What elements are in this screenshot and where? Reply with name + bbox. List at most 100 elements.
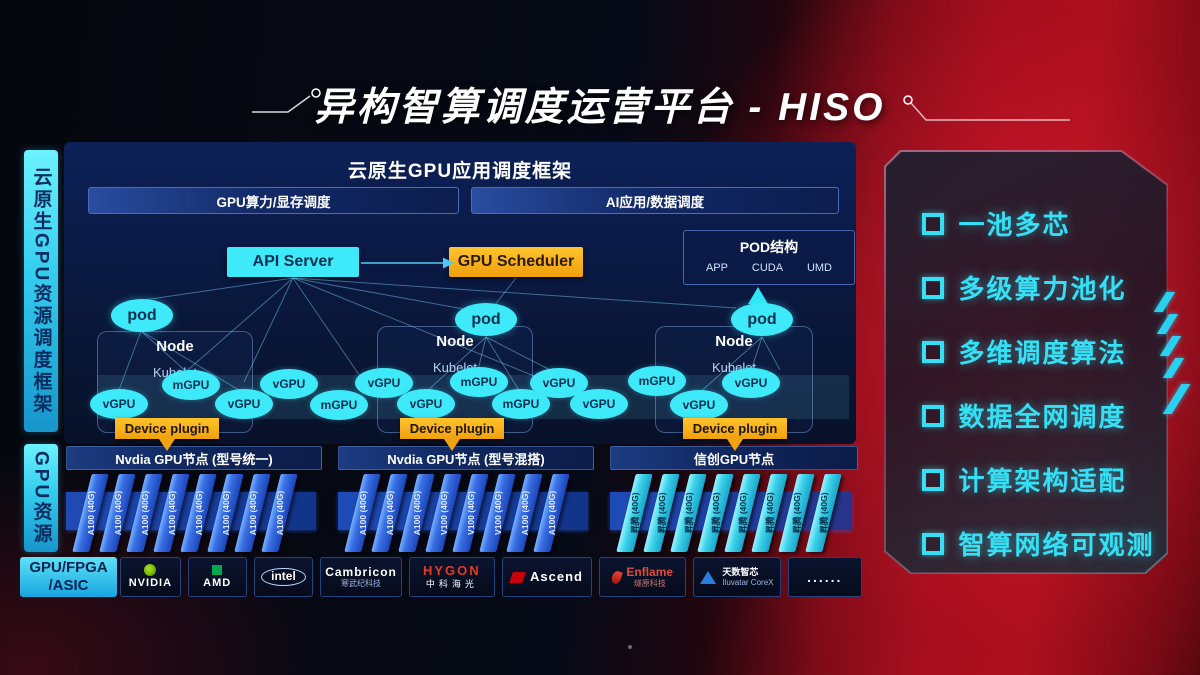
gpu-card-label: A100 (40G) <box>274 490 285 536</box>
intel-logo-icon: intel <box>261 568 306 586</box>
pod-structure-box: POD结构 APP CUDA UMD <box>683 230 855 285</box>
gpu-card: A100 (40G) <box>261 474 298 552</box>
gpu-card: A100 (40G) <box>99 474 136 552</box>
sidebar-resource-bar: GPU资源 <box>24 444 58 552</box>
ai-app-data-scheduling-bar: AI应用/数据调度 <box>471 187 839 214</box>
feature-item: 一池多芯 <box>922 192 1167 256</box>
feature-panel-inner: 一池多芯 多级算力池化 多维调度算法 数据全网调度 计算架构适配 智算网络可观测 <box>886 152 1167 573</box>
vendor-intel: intel <box>253 557 314 597</box>
feature-item: 多级算力池化 <box>922 256 1167 320</box>
device-plugin-down-arrow-icon <box>444 439 460 451</box>
sidebar-framework-label: 云原生GPU资源调度框架 <box>30 166 52 416</box>
iluvatar-logo-icon <box>700 570 717 584</box>
square-bullet-icon <box>922 341 944 363</box>
pod-structure-item-app: APP <box>705 262 728 274</box>
gpu-card-label: V100 (40G) <box>438 491 449 535</box>
vendor-name: HYGON <box>422 563 481 579</box>
pod-structure-title: POD结构 <box>739 239 799 255</box>
gpu-card: A100 (40G) <box>506 474 543 552</box>
feature-label: 智算网络可观测 <box>958 530 1155 560</box>
square-bullet-icon <box>922 213 944 235</box>
device-plugin-box-2: Device plugin <box>400 418 504 439</box>
gpu-card: V100 (40G) <box>479 474 516 552</box>
gpu-node-group-1-title: Nvdia GPU节点 (型号统一) <box>66 446 322 470</box>
vendor-name: 天数智芯 <box>722 567 759 578</box>
gpu-card: A100 (40G) <box>344 474 381 552</box>
gpu-scheduler-box: GPU Scheduler <box>449 247 583 277</box>
vendor-logo-strip: NVIDIA AMD intel Cambricon 寒武纪科技 HYGON 中… <box>120 557 863 597</box>
gpu-card-label: A100 (40G) <box>519 490 530 536</box>
gpu-card-label: V100 (40G) <box>465 491 476 535</box>
gpu-card: A100 (40G) <box>234 474 271 552</box>
pod-structure-item-cuda: CUDA <box>751 262 784 274</box>
gpu-card-label: A100 (40G) <box>220 490 231 536</box>
vendor-subtitle: 燧原科技 <box>633 579 666 589</box>
gpu-resource-section: Nvdia GPU节点 (型号统一) A100 (40G) A100 (40G)… <box>64 446 858 556</box>
vendor-name: Cambricon <box>325 564 397 579</box>
gpu-card: A100 (40G) <box>72 474 109 552</box>
gpu-card-label: V100 (40G) <box>492 491 503 535</box>
gpu-card-label: A100 (40G) <box>357 490 368 536</box>
vendor-name: NVIDIA <box>128 577 173 590</box>
gpu-card-label: A100 (40G) <box>112 490 123 536</box>
nvidia-logo-icon <box>144 564 157 577</box>
feature-label: 计算架构适配 <box>958 466 1127 496</box>
gpu-card: 昇腾 (40G) <box>724 474 761 552</box>
vendor-iluvatar: 天数智芯 Iluvatar CoreX <box>693 557 781 597</box>
gpu-instance-ellipse: vGPU <box>215 389 273 419</box>
bottom-dot-decoration <box>628 645 632 649</box>
vendor-amd: AMD <box>187 557 247 597</box>
gpu-instance-ellipse: mGPU <box>628 366 686 396</box>
gpu-instance-ellipse: vGPU <box>90 389 148 419</box>
vendor-hygon: HYGON 中科海光 <box>408 557 495 597</box>
pod-structure-item-umd: UMD <box>806 262 833 274</box>
node-1-label: Node <box>156 338 194 355</box>
feature-label: 数据全网调度 <box>958 402 1127 432</box>
panel-title: 云原生GPU应用调度框架 <box>347 161 573 182</box>
gpu-card-label: A100 (40G) <box>166 490 177 536</box>
feature-item: 多维调度算法 <box>922 320 1167 384</box>
node-3-label: Node <box>715 333 753 350</box>
gpu-card: 昇腾 (40G) <box>751 474 788 552</box>
pod-to-structure-arrow-icon <box>748 287 768 304</box>
gpu-node-group-3-title: 信创GPU节点 <box>610 446 858 470</box>
gpu-instance-ellipse: mGPU <box>450 367 508 397</box>
square-bullet-icon <box>922 405 944 427</box>
gpu-instance-ellipse: vGPU <box>355 368 413 398</box>
gpu-card-label: A100 (40G) <box>546 490 557 536</box>
gpu-card-label: A100 (40G) <box>139 490 150 536</box>
gpu-compute-scheduling-bar: GPU算力/显存调度 <box>88 187 459 214</box>
vendor-subtitle: Iluvatar CoreX <box>722 577 774 587</box>
enflame-logo-icon <box>610 569 624 585</box>
gpu-instance-ellipse: vGPU <box>670 390 728 420</box>
gpu-card-label: 昇腾 (40G) <box>629 492 640 534</box>
device-plugin-down-arrow-icon <box>727 439 743 451</box>
vendor-ascend: Ascend <box>501 557 593 597</box>
gpu-card: 昇腾 (40G) <box>778 474 815 552</box>
feature-panel: 一池多芯 多级算力池化 多维调度算法 数据全网调度 计算架构适配 智算网络可观测 <box>884 150 1168 574</box>
hardware-label-line1: GPU/FPGA <box>29 559 108 576</box>
gpu-instance-ellipse: vGPU <box>570 389 628 419</box>
connection-lines <box>118 257 781 395</box>
vendor-nvidia: NVIDIA <box>120 557 181 597</box>
gpu-card-label: 昇腾 (40G) <box>818 492 829 534</box>
gpu-card-label: 昇腾 (40G) <box>791 492 802 534</box>
amd-logo-icon <box>212 564 223 575</box>
gpu-card-label: A100 (40G) <box>85 490 96 536</box>
pod-ellipse-1: pod <box>111 299 173 332</box>
gpu-card: 昇腾 (40G) <box>697 474 734 552</box>
gpu-card-label: 昇腾 (40G) <box>764 492 775 534</box>
gpu-instance-ellipse: vGPU <box>260 369 318 399</box>
feature-item: 计算架构适配 <box>922 448 1167 512</box>
sidebar-framework-bar: 云原生GPU资源调度框架 <box>24 150 58 432</box>
feature-label: 多维调度算法 <box>958 338 1127 368</box>
gpu-card-label: 昇腾 (40G) <box>656 492 667 534</box>
vendor-subtitle: 寒武纪科技 <box>341 579 382 589</box>
feature-label: 多级算力池化 <box>958 274 1127 304</box>
vendor-name: AMD <box>203 576 232 589</box>
gpu-card: A100 (40G) <box>533 474 570 552</box>
vendor-name: Ascend <box>530 568 583 584</box>
gpu-card: A100 (40G) <box>126 474 163 552</box>
feature-label: 一池多芯 <box>958 210 1071 240</box>
